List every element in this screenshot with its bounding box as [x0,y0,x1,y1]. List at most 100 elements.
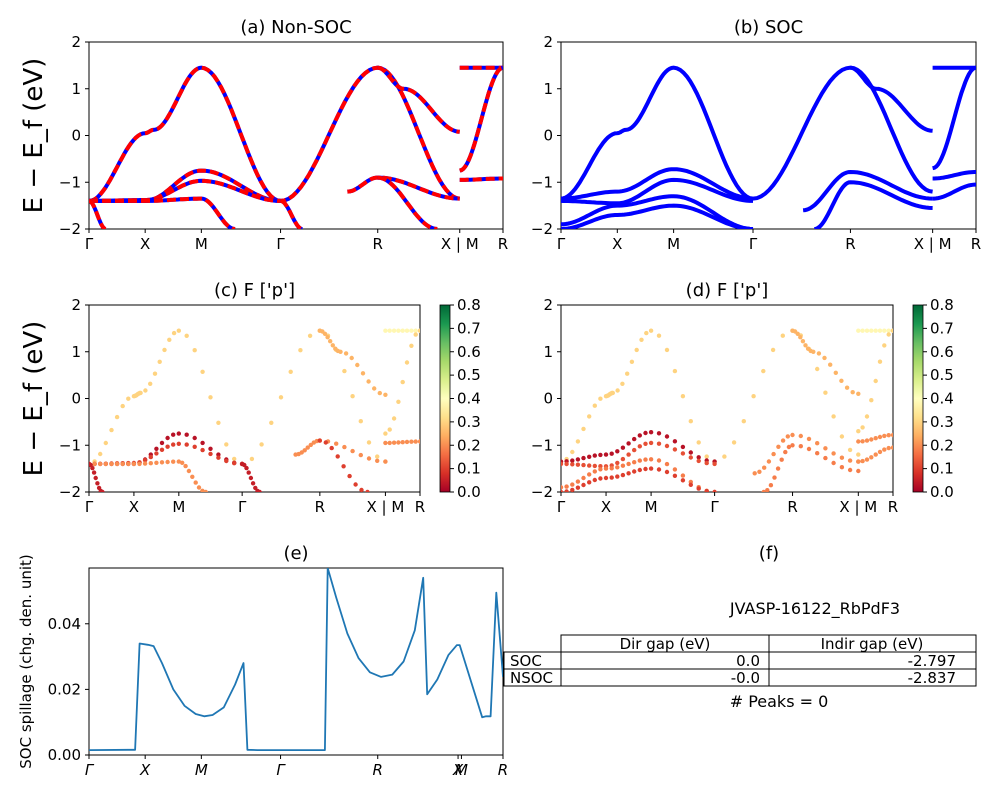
colorbar [912,304,924,493]
band-point [120,403,125,409]
band-point [307,333,313,338]
band-point [328,339,333,344]
band-point [200,369,205,374]
band-point [575,439,581,444]
band-point [766,459,772,464]
band-point [143,388,148,393]
peaks-label: # Peaks = 0 [730,692,829,711]
band-point [873,378,878,384]
band-point [656,441,662,446]
band-point [365,489,370,492]
band-point [783,449,788,455]
band-point [216,420,221,425]
band-point [358,452,363,458]
band-point [192,435,197,441]
band-point [176,328,181,333]
band-line [561,203,754,229]
band-line [932,182,976,201]
band-point [779,457,784,462]
band-point [383,440,388,446]
band-point [882,328,887,333]
band-point [200,447,205,453]
band-point [786,444,792,450]
band-point [561,485,564,490]
band-point [620,381,625,386]
x-tick-label: R [315,498,325,516]
band-point [575,479,581,484]
band-point [575,462,581,467]
band-point [798,335,803,340]
band-line-dashed [377,65,460,134]
band-point [190,474,195,479]
band-point [643,430,648,436]
band-point [877,434,883,440]
band-point [696,458,701,464]
band-point [625,371,630,376]
colorbar-tick-label: 0.8 [457,296,481,314]
band-point [664,469,670,475]
band-point [338,349,343,354]
band-line-dashed [89,198,107,229]
band-point [366,440,372,445]
band-point [886,445,891,451]
x-tick-label: R [845,235,855,253]
band-point [342,368,347,374]
band-point [159,440,165,446]
band-point [785,434,790,439]
x-tick-label: M [195,235,208,253]
band-point [350,448,355,454]
band-point [637,467,642,473]
band-point [790,432,795,438]
band-point [404,360,410,365]
band-point [176,431,181,436]
table-cell: -2.797 [908,652,956,670]
band-point [873,328,878,333]
band-point [109,427,114,433]
band-point [581,426,586,432]
x-tick-label: Γ [557,235,566,253]
band-point [157,359,162,364]
band-point [680,394,686,399]
band-point [603,466,609,471]
colorbar-tick-label: 0.4 [457,390,481,408]
band-point [869,398,874,403]
band-point [615,465,620,470]
band-point [413,332,418,337]
band-point [383,459,388,464]
band-point [224,458,229,464]
band-point [656,458,662,463]
band-point [822,355,827,361]
band-point [620,445,626,450]
band-point [387,440,392,446]
band-point [882,343,887,348]
band-point [860,328,865,333]
band-point [91,470,97,475]
band-point [581,475,586,481]
band-point [850,390,855,395]
band-point [98,461,103,467]
band-point [103,440,109,446]
band-point [232,461,237,466]
band-point [886,328,891,333]
band-point [167,337,172,342]
band-point [643,441,648,446]
band-point [581,455,586,461]
band-point [856,468,861,474]
band-point [131,461,137,467]
band-point [615,388,620,393]
band-point [833,370,838,375]
x-tick-label: R [971,235,981,253]
band-point [644,330,649,336]
y-tick-label: −1 [531,436,553,454]
colorbar [439,304,451,493]
x-tick-label: X [612,235,622,253]
panel-d-projected-bands: (d) F ['p'] Γ X M Γ R X | M R −2 −1 0 1 2 0.0 0.1 0.2 0.… [531,280,954,516]
band-point [795,331,800,336]
colorbar-tick-label: 0.1 [930,460,954,478]
y-tick-label: −2 [59,483,81,501]
band-point [259,442,264,447]
band-point [575,485,581,490]
band-point [350,394,355,399]
colorbar-tick-label: 0.7 [930,319,954,337]
band-point [860,425,865,430]
